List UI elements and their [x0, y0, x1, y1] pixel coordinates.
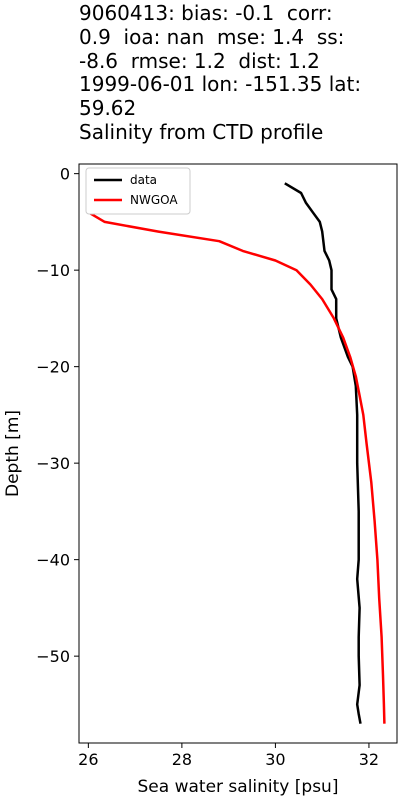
- x-tick-label: 28: [172, 750, 192, 769]
- series-line-nwgoa: [87, 211, 386, 724]
- plot-frame: [78, 163, 398, 744]
- title-line: 59.62: [79, 96, 137, 121]
- x-axis-ticks: 26 28 30 32: [78, 743, 379, 769]
- y-tick-label: −20: [36, 358, 70, 377]
- y-tick-label: −40: [36, 551, 70, 570]
- x-tick-label: 26: [78, 750, 98, 769]
- x-tick-label: 30: [265, 750, 285, 769]
- x-axis-label: Sea water salinity [psu]: [138, 777, 339, 797]
- y-tick-label: −10: [36, 261, 70, 280]
- legend-label: data: [130, 173, 157, 187]
- y-axis-ticks: 0 −10 −20 −30 −40 −50: [36, 165, 79, 666]
- legend-label: NWGOA: [130, 193, 178, 207]
- x-tick-label: 32: [359, 750, 379, 769]
- y-tick-label: −30: [36, 454, 70, 473]
- title-line: 9060413: bias: -0.1 corr:: [79, 1, 333, 25]
- series-line-data: [284, 182, 362, 724]
- title-line: Salinity from CTD profile: [79, 119, 324, 144]
- y-tick-label: 0: [60, 165, 70, 184]
- title-line: 1999-06-01 lon: -151.35 lat:: [79, 72, 362, 97]
- y-tick-label: −50: [36, 647, 70, 666]
- y-axis-label: Depth [m]: [3, 410, 23, 497]
- title-line: -8.6 rmse: 1.2 dist: 1.2: [79, 48, 320, 73]
- legend: data NWGOA: [85, 167, 191, 215]
- title-line: 0.9 ioa: nan mse: 1.4 ss:: [79, 24, 345, 49]
- chart-title: 9060413: bias: -0.1 corr: 0.9 ioa: nan m…: [79, 1, 397, 145]
- series-lines: [87, 182, 386, 724]
